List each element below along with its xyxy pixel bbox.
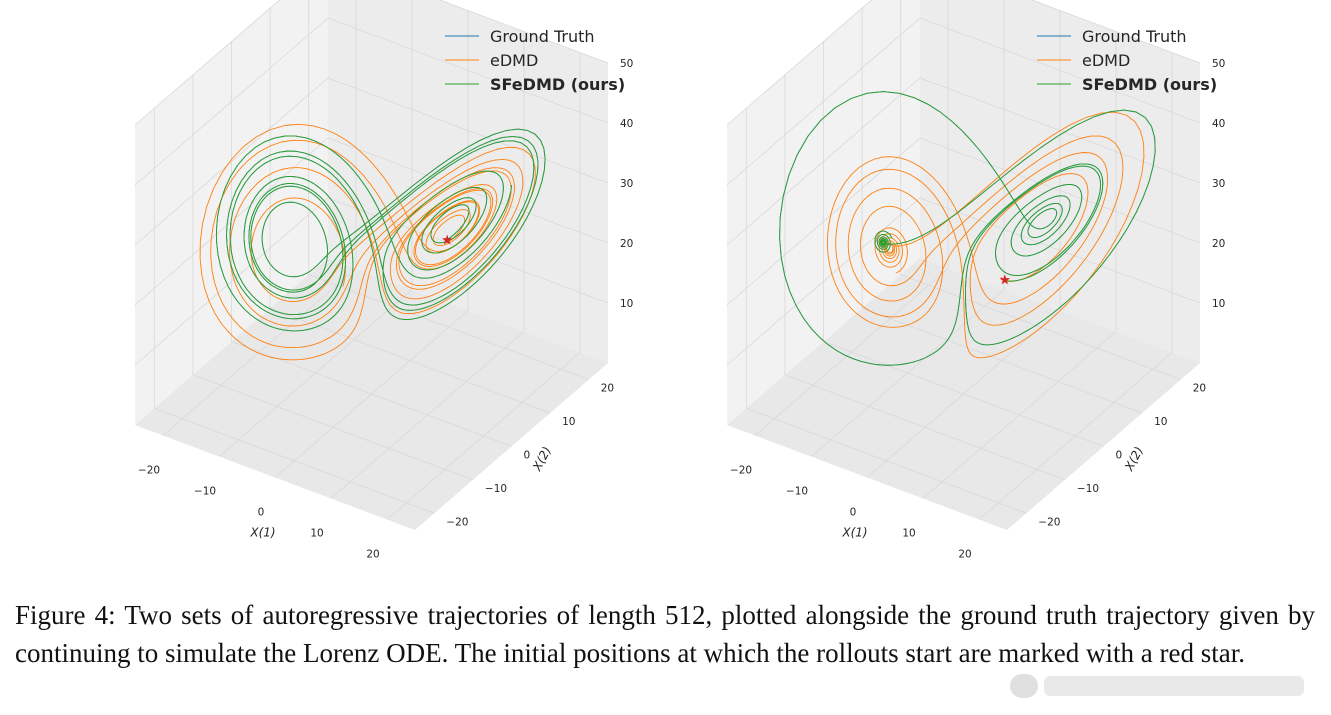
tick-labels: −20 −10 0 10 20 −20 −10 0 10 20 10 20 30 40 50: [138, 58, 633, 561]
gridline-z: [134, 0, 281, 126]
start-star-marker: [999, 274, 1011, 285]
y-tick-label: 10: [1154, 416, 1167, 428]
legend-label: Ground Truth: [1082, 27, 1187, 46]
legend-label: eDMD: [1082, 51, 1130, 70]
gridline-y: [823, 341, 1104, 447]
legend: Ground Truth eDMD SFeDMD (ours): [445, 27, 625, 94]
start-star-marker: [441, 234, 453, 245]
z-tick-label: 10: [1212, 298, 1225, 310]
gridline-z: [726, 77, 921, 246]
gridline-z: [134, 197, 329, 366]
panel-left: −20 −10 0 10 20 −20 −10 0 10 20 10 20 30 40 50 X(1) X(2)…: [134, 0, 633, 561]
y-tick-label: −20: [446, 516, 468, 528]
gridline-z: [726, 197, 921, 366]
legend-label: SFeDMD (ours): [490, 75, 625, 94]
gridline-y: [784, 374, 1066, 481]
gridline-z: [438, 0, 609, 64]
gridline-z: [327, 17, 609, 124]
z-tick-label: 20: [620, 238, 633, 250]
gridline-z: [1030, 0, 1201, 64]
x-tick-label: 10: [902, 528, 915, 540]
x-tick-label: 20: [958, 549, 971, 561]
gridline-z: [919, 197, 1201, 304]
gridline-z: [134, 77, 329, 246]
y-tick-label: −10: [485, 483, 507, 495]
gridline-y: [154, 407, 435, 514]
z-tick-label: 30: [620, 178, 633, 190]
panel-right: −20 −10 0 10 20 −20 −10 0 10 20 10 20 30 40 50 X(1) X(2)…: [726, 0, 1225, 561]
x-tick-label: 20: [366, 549, 379, 561]
gridline-y: [269, 307, 551, 414]
gridline-y: [861, 307, 1143, 414]
gridline-z: [919, 17, 1201, 124]
z-tick-label: 30: [1212, 178, 1225, 190]
legend-label: Ground Truth: [490, 27, 595, 46]
x-tick-label: −10: [786, 486, 808, 498]
gridline-z: [726, 137, 921, 306]
gridline-z: [327, 197, 609, 304]
gridline-z: [134, 137, 329, 306]
y-tick-label: 20: [601, 383, 614, 395]
y-tick-label: −10: [1077, 483, 1099, 495]
legend: Ground Truth eDMD SFeDMD (ours): [1037, 27, 1217, 94]
grid-lines: [134, 0, 609, 520]
x-tick-label: 10: [310, 528, 323, 540]
gridline-y: [900, 274, 1181, 381]
x-tick-label: −20: [730, 465, 752, 477]
y-axis-label: X(2): [1121, 444, 1146, 474]
y-tick-label: 0: [524, 450, 531, 462]
legend-label: eDMD: [490, 51, 538, 70]
gridline-y: [192, 374, 474, 481]
tick-labels: −20 −10 0 10 20 −20 −10 0 10 20 10 20 30 40 50: [730, 58, 1225, 561]
y-tick-label: 10: [562, 416, 575, 428]
x-tick-label: 0: [258, 507, 265, 519]
z-tick-label: 20: [1212, 238, 1225, 250]
y-tick-label: 20: [1193, 383, 1206, 395]
series-line-sfedmd-ours: [779, 91, 1156, 366]
gridline-z: [726, 17, 921, 186]
gridline-z: [134, 17, 329, 186]
x-tick-label: −20: [138, 465, 160, 477]
legend-label: SFeDMD (ours): [1082, 75, 1217, 94]
gridline-y: [308, 274, 589, 381]
z-tick-label: 40: [1212, 118, 1225, 130]
gridline-y: [746, 407, 1027, 514]
watermark-logo: [1010, 674, 1304, 698]
series-line-edmd: [199, 123, 536, 361]
x-tick-label: 0: [850, 507, 857, 519]
figure-4-panels: −20 −10 0 10 20 −20 −10 0 10 20 10 20 30 40 50 X(1) X(2)…: [134, 0, 1225, 561]
y-tick-label: −20: [1038, 516, 1060, 528]
gridline-z: [919, 137, 1201, 244]
y-axis-label: X(2): [529, 444, 554, 474]
x-axis-label: X(1): [841, 525, 867, 539]
x-axis-label: X(1): [249, 525, 275, 539]
z-tick-label: 10: [620, 298, 633, 310]
series-line-sfedmd-ours: [216, 128, 546, 332]
z-tick-label: 50: [620, 58, 633, 70]
gridline-z: [726, 0, 873, 126]
z-tick-label: 50: [1212, 58, 1225, 70]
z-tick-label: 40: [620, 118, 633, 130]
gridline-z: [327, 77, 609, 184]
figure-caption: Figure 4: Two sets of autoregressive tra…: [15, 600, 1315, 668]
y-tick-label: 0: [1116, 450, 1123, 462]
x-tick-label: −10: [194, 486, 216, 498]
